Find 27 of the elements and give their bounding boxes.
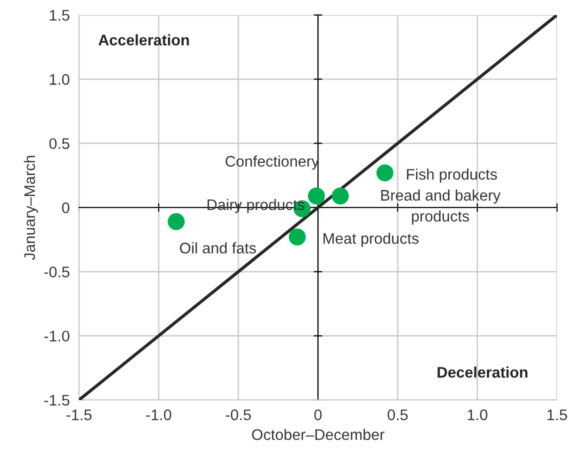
- annotation: Meat products: [324, 232, 419, 247]
- point: [308, 187, 325, 204]
- x-tick-label: -1.0: [146, 409, 172, 420]
- point: [288, 228, 306, 246]
- y-tick-label: -1.0: [44, 330, 70, 342]
- x-tick-label: 0.5: [388, 409, 408, 420]
- x-tick-label: -0.5: [226, 409, 251, 420]
- x-tick-label: 1.0: [468, 409, 488, 420]
- x-tick-label: -1.5: [66, 410, 92, 420]
- point: [332, 187, 349, 204]
- annotation: Acceleration: [98, 34, 189, 46]
- y-tick-label: 0.5: [49, 138, 70, 150]
- x-axis-title: October–December: [252, 428, 384, 440]
- x-tick-label: 1.5: [548, 410, 567, 420]
- annotation: Bread and bakery products: [381, 190, 501, 225]
- point: [376, 164, 394, 182]
- point: [168, 213, 185, 230]
- annotation: Oil and fats: [180, 242, 256, 254]
- y-tick-label: 1.5: [50, 10, 70, 21]
- y-tick-label: 0: [62, 202, 70, 214]
- y-tick-label: -0.5: [44, 266, 70, 278]
- y-tick-label: -1.5: [44, 395, 70, 406]
- x-tick-label: 0: [314, 409, 322, 420]
- annotation: Fish products: [407, 168, 497, 183]
- y-axis-title: January–March: [24, 156, 38, 260]
- annotation: Deceleration: [438, 366, 528, 378]
- y-tick-label: 1.0: [50, 74, 70, 85]
